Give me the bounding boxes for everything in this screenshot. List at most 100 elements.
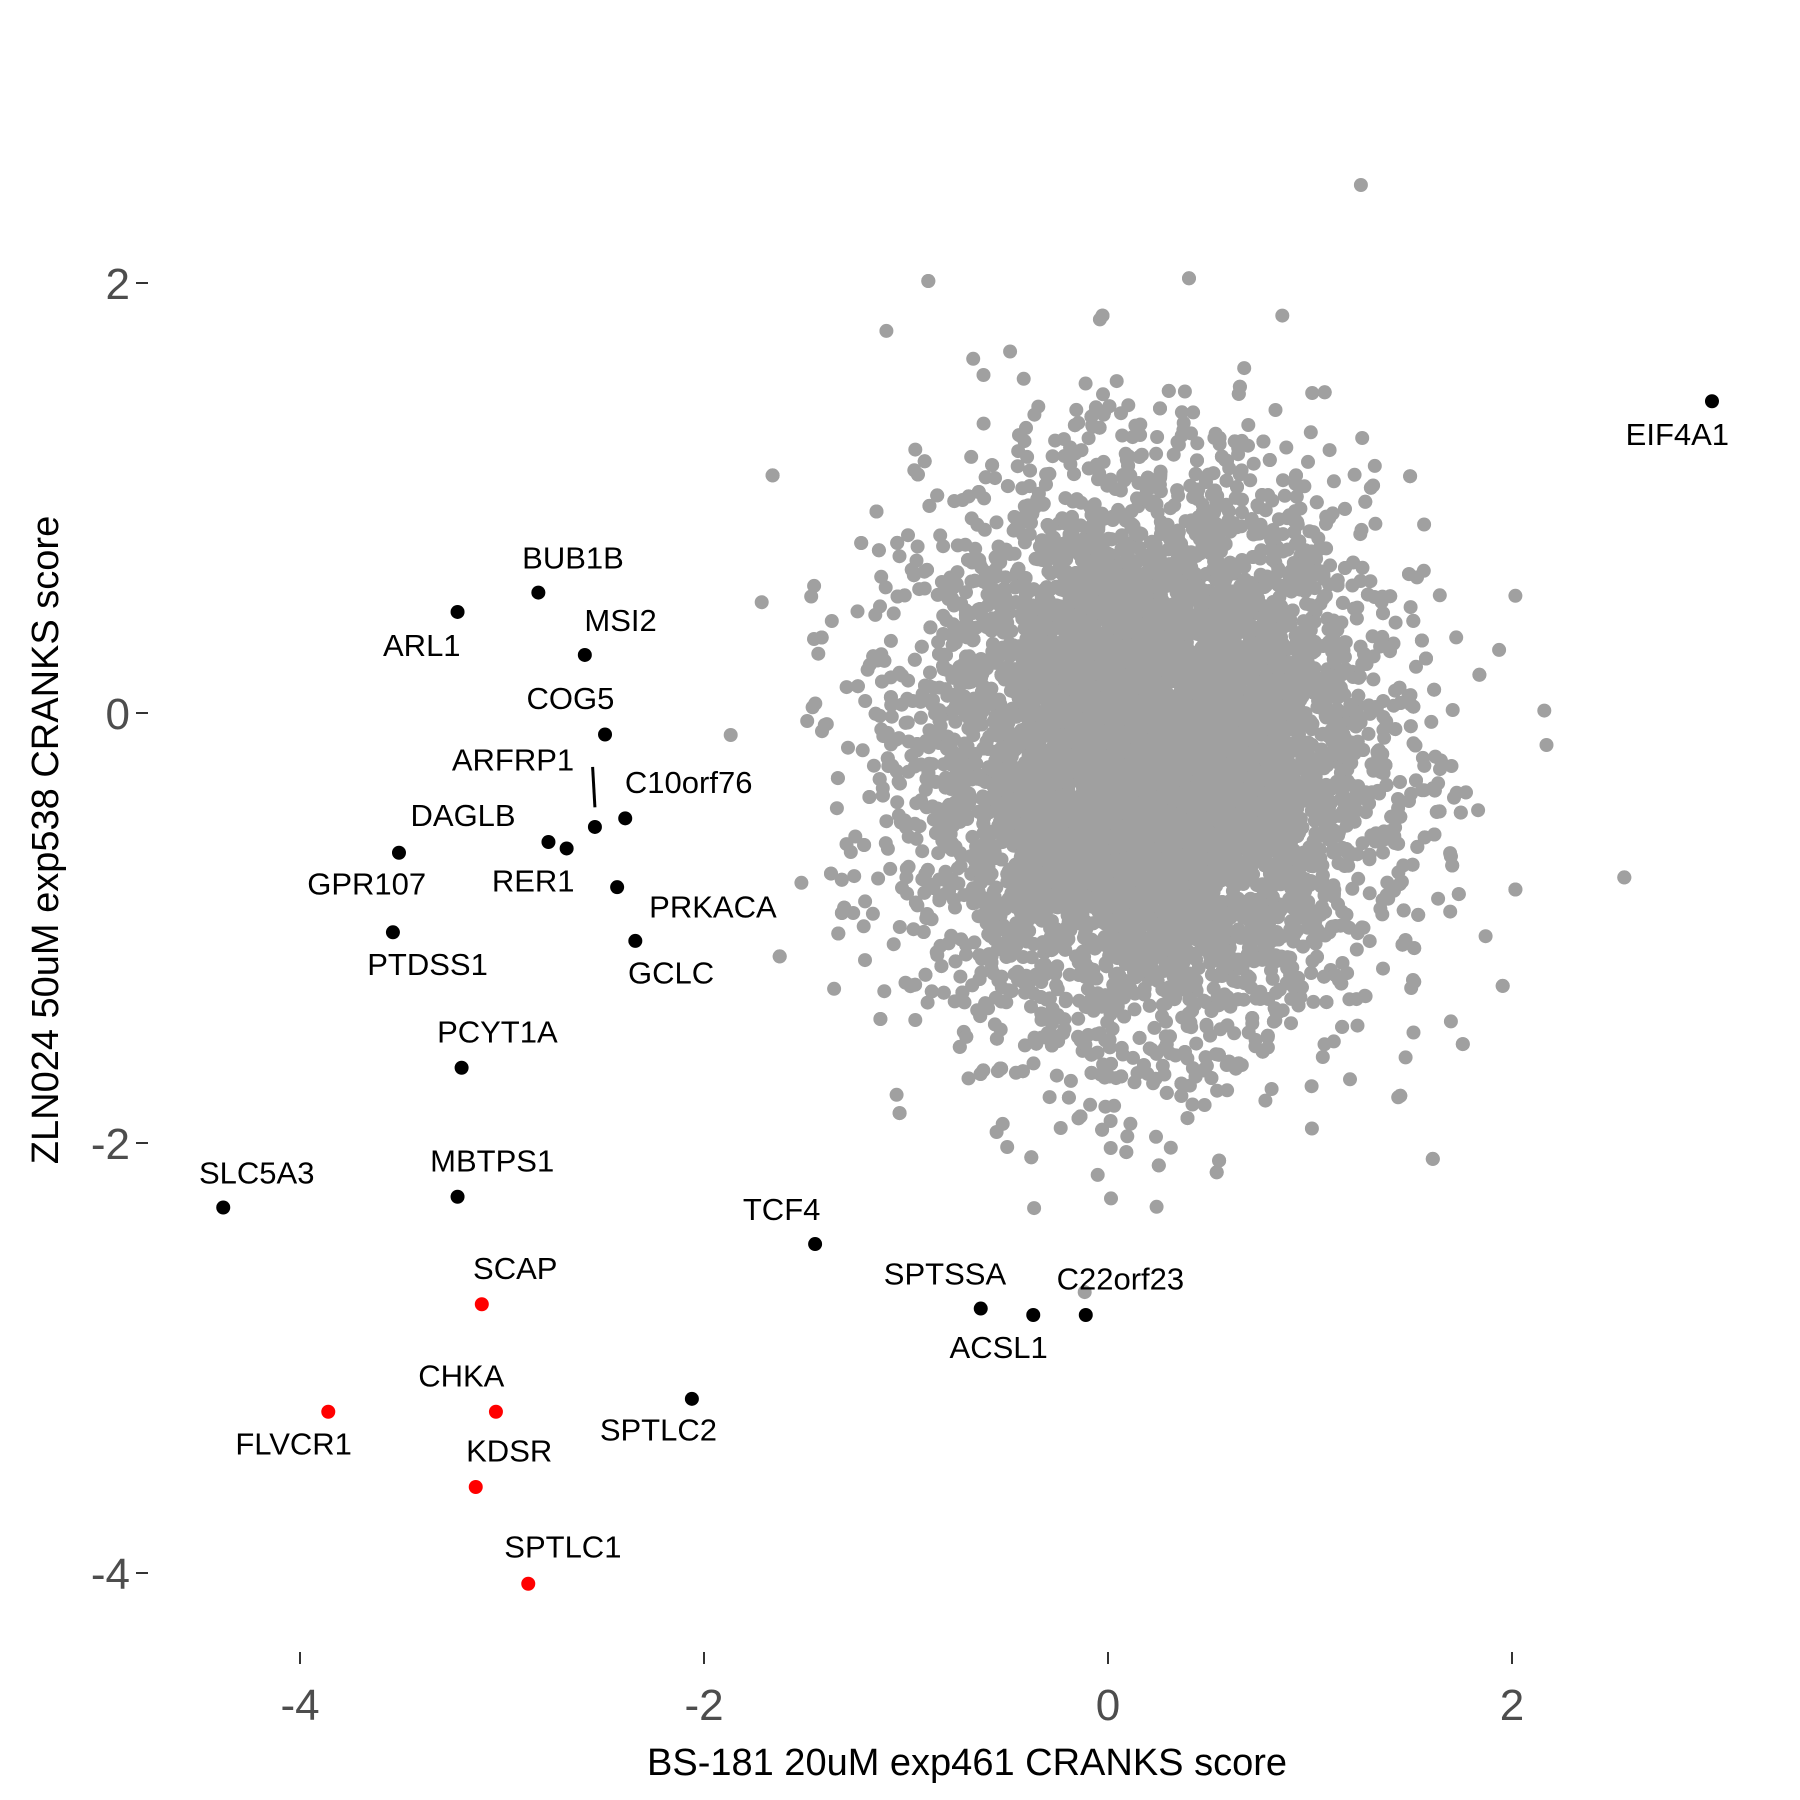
background-point — [1539, 738, 1554, 752]
background-point — [1000, 1140, 1015, 1154]
background-point — [1096, 387, 1110, 402]
background-point — [1264, 1082, 1279, 1096]
background-point — [754, 595, 769, 610]
background-point — [1120, 1129, 1135, 1144]
background-point — [901, 859, 916, 874]
background-point — [1376, 961, 1390, 976]
background-point — [1322, 511, 1337, 526]
background-point — [920, 995, 935, 1010]
background-point — [871, 871, 886, 886]
background-point — [1098, 1099, 1113, 1114]
background-point — [1492, 642, 1507, 657]
background-point — [948, 714, 963, 729]
background-point — [1361, 726, 1376, 741]
background-point — [1071, 1011, 1086, 1026]
background-point — [1003, 344, 1018, 359]
background-point — [892, 920, 907, 934]
background-point — [1331, 897, 1345, 912]
background-point — [1347, 467, 1362, 482]
background-point — [824, 614, 839, 628]
background-point — [1246, 456, 1261, 471]
background-point — [1444, 759, 1459, 773]
background-point — [1185, 1097, 1200, 1112]
background-point — [886, 606, 901, 621]
background-point — [1083, 1097, 1098, 1112]
background-point — [1537, 703, 1552, 718]
background-point — [1090, 1167, 1105, 1182]
background-point — [807, 578, 822, 593]
background-point — [1220, 1083, 1235, 1098]
background-point — [1404, 786, 1419, 801]
background-point — [976, 368, 991, 382]
background-point — [1177, 384, 1192, 399]
background-point — [1150, 430, 1165, 444]
background-point — [1174, 405, 1189, 420]
background-point — [1077, 1285, 1092, 1300]
background-point — [1018, 985, 1032, 1000]
background-point — [1235, 505, 1249, 520]
background-point — [891, 774, 906, 789]
background-point — [1146, 1076, 1161, 1091]
background-point — [827, 981, 842, 996]
background-point — [1368, 516, 1383, 531]
background-point — [1103, 472, 1118, 487]
background-point — [1393, 775, 1407, 789]
background-point — [723, 728, 738, 742]
background-point — [1304, 966, 1319, 980]
background-point — [1078, 376, 1093, 391]
background-point — [1104, 1191, 1118, 1206]
background-point — [964, 449, 979, 464]
background-point — [961, 1071, 976, 1086]
background-point — [936, 539, 951, 554]
background-point — [841, 740, 855, 755]
background-point — [847, 869, 862, 884]
background-point — [858, 953, 872, 968]
background-point — [1376, 845, 1390, 860]
background-point — [1027, 1201, 1042, 1216]
background-point — [858, 894, 873, 909]
background-point — [865, 906, 880, 921]
background-point — [1155, 1058, 1170, 1073]
background-point — [811, 646, 826, 661]
background-point — [1244, 980, 1259, 995]
background-point — [1091, 472, 1105, 487]
background-point — [1127, 1075, 1142, 1090]
background-point — [989, 515, 1004, 530]
background-point — [1053, 1121, 1068, 1135]
background-point — [1386, 636, 1401, 651]
background-point — [1432, 588, 1447, 603]
background-point — [1293, 501, 1308, 516]
background-point — [1016, 950, 1031, 964]
background-point — [1362, 886, 1377, 901]
background-point — [1016, 371, 1031, 386]
background-point — [1237, 361, 1252, 376]
background-point — [1258, 1093, 1273, 1108]
background-point — [1268, 403, 1283, 417]
background-point — [901, 528, 915, 543]
background-points — [723, 178, 1632, 1300]
background-point — [1388, 615, 1403, 630]
background-point — [1431, 891, 1446, 906]
background-point — [953, 969, 968, 984]
background-point — [1045, 449, 1060, 464]
background-point — [1132, 450, 1147, 464]
background-point — [1447, 790, 1461, 805]
background-point — [910, 539, 925, 554]
background-point — [1024, 999, 1038, 1014]
background-point — [1343, 1072, 1357, 1087]
background-point — [1275, 308, 1290, 323]
background-point — [917, 581, 932, 596]
background-point — [1326, 474, 1341, 489]
background-point — [1109, 374, 1124, 389]
background-point — [877, 984, 892, 999]
background-point — [1176, 416, 1191, 430]
background-point — [850, 604, 865, 619]
background-point — [976, 416, 991, 431]
background-point — [1417, 517, 1432, 532]
background-point — [1362, 934, 1377, 949]
background-point — [1026, 1056, 1041, 1071]
background-point — [892, 549, 907, 564]
background-point — [884, 709, 899, 724]
background-point — [1443, 1014, 1458, 1029]
